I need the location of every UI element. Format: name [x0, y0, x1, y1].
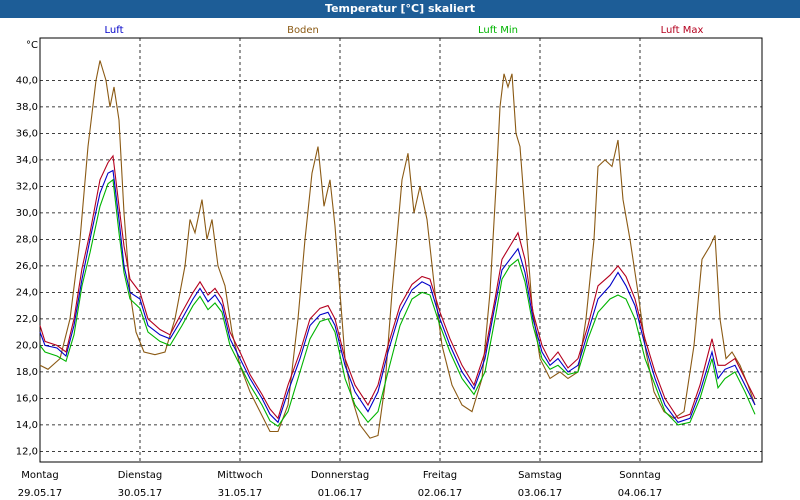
series-line-luft-max: [39, 154, 756, 420]
x-day-label: Montag: [21, 470, 58, 481]
legend-entry-boden: Boden: [287, 25, 319, 36]
x-day-label: Samstag: [518, 470, 562, 481]
legend-entry-luft-min: Luft Min: [478, 25, 518, 36]
legend: Luft Boden Luft Min Luft Max: [105, 25, 704, 36]
plot-frame: [39, 37, 763, 463]
x-date-label: 30.05.17: [118, 488, 163, 499]
x-day-label: Freitag: [423, 470, 457, 481]
y-axis: 12,0 14,0 16,0 18,0 20,0 22,0 24,0 26,0 28,0 30,0…: [16, 75, 38, 457]
y-axis-unit: °C: [26, 40, 38, 51]
x-day-label: Dienstag: [118, 470, 163, 481]
x-day-label: Sonntag: [619, 470, 661, 481]
x-axis: Montag 29.05.17 Dienstag 30.05.17 Mittwoch 31…: [18, 470, 663, 499]
y-tick-label: 28,0: [16, 234, 38, 245]
y-tick-label: 24,0: [16, 287, 38, 298]
y-tick-label: 40,0: [16, 75, 38, 86]
y-tick-label: 38,0: [16, 102, 38, 113]
series-lines: [39, 60, 756, 439]
x-date-label: 31.05.17: [218, 488, 263, 499]
x-day-label: Donnerstag: [311, 470, 369, 481]
y-tick-label: 30,0: [16, 208, 38, 219]
legend-entry-luft: Luft: [105, 25, 124, 36]
y-tick-label: 18,0: [16, 367, 38, 378]
y-tick-label: 36,0: [16, 128, 38, 139]
x-date-label: 29.05.17: [18, 488, 63, 499]
y-tick-label: 34,0: [16, 155, 38, 166]
x-date-label: 01.06.17: [318, 488, 363, 499]
y-tick-label: 20,0: [16, 340, 38, 351]
y-tick-label: 22,0: [16, 314, 38, 325]
y-tick-label: 26,0: [16, 261, 38, 272]
x-date-label: 04.06.17: [618, 488, 663, 499]
y-tick-label: 12,0: [16, 446, 38, 457]
series-line-boden: [39, 60, 756, 439]
x-date-label: 02.06.17: [418, 488, 463, 499]
y-tick-label: 32,0: [16, 181, 38, 192]
series-line-luft-min: [39, 178, 756, 427]
window-title: Temperatur [°C] skaliert: [0, 0, 800, 18]
x-day-label: Mittwoch: [217, 470, 262, 481]
y-tick-label: 16,0: [16, 393, 38, 404]
legend-entry-luft-max: Luft Max: [661, 25, 704, 36]
x-date-label: 03.06.17: [518, 488, 563, 499]
chart-canvas: 12,0 14,0 16,0 18,0 20,0 22,0 24,0 26,0 28,0 30,0…: [16, 25, 763, 499]
series-line-luft: [39, 169, 756, 424]
y-tick-label: 14,0: [16, 420, 38, 431]
